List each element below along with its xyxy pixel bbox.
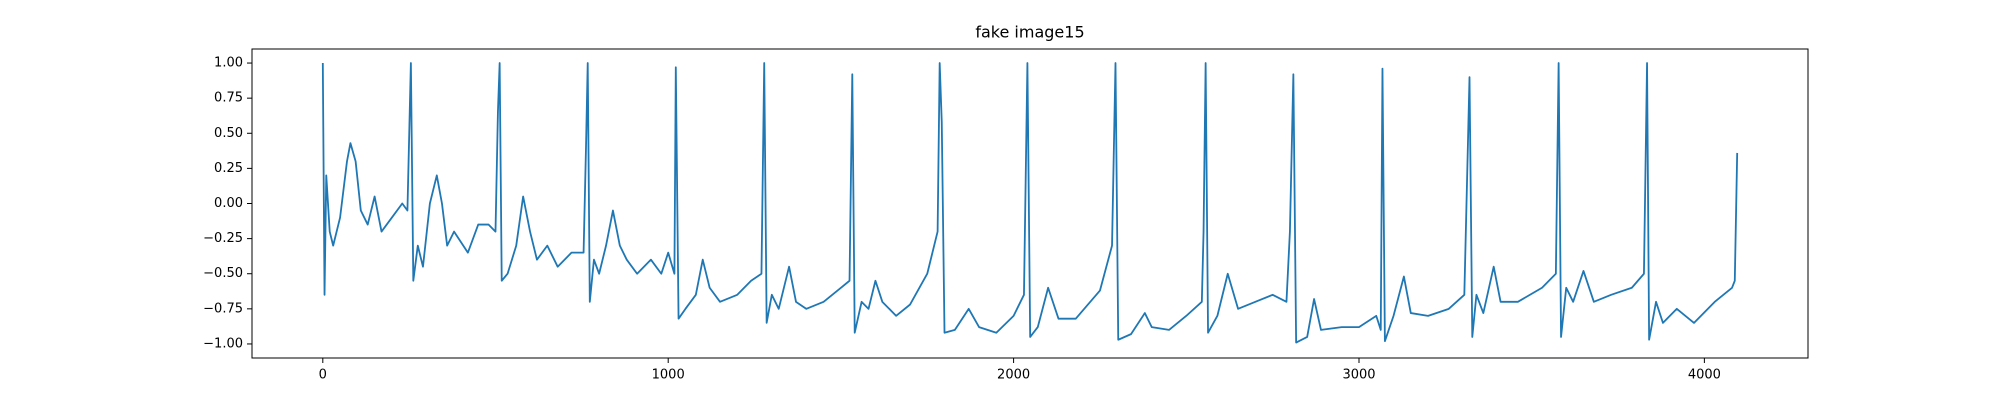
y-tick-label: 0.00 [214, 196, 243, 211]
x-tick-label: 2000 [997, 368, 1030, 383]
chart-title: fake image15 [975, 23, 1084, 42]
y-tick-label: 0.75 [214, 91, 243, 106]
y-tick-label: 1.00 [214, 56, 243, 71]
x-tick-label: 1000 [652, 368, 685, 383]
x-tick-label: 0 [319, 368, 327, 383]
y-tick-label: −0.25 [203, 231, 243, 246]
y-tick-label: 0.50 [214, 126, 243, 141]
y-tick-label: −0.75 [203, 301, 243, 316]
x-tick-label: 4000 [1688, 368, 1721, 383]
y-tick-label: 0.25 [214, 161, 243, 176]
y-tick-label: −0.50 [203, 266, 243, 281]
y-tick-label: −1.00 [203, 336, 243, 351]
data-line [321, 62, 1739, 344]
x-tick-label: 3000 [1342, 368, 1375, 383]
